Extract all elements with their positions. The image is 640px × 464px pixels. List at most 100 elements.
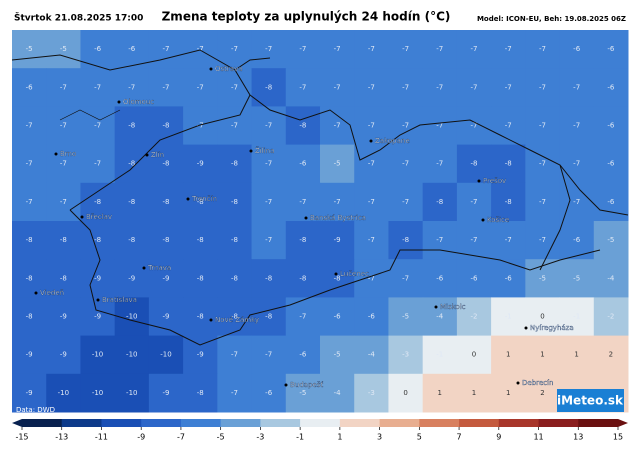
grid-cell [12, 144, 47, 184]
grid-value: -7 [334, 45, 341, 53]
grid-cell [320, 335, 355, 375]
grid-cell [456, 297, 492, 337]
city-label: Trenčín [191, 195, 217, 203]
colorbar-tick-label: -15 [15, 433, 28, 442]
grid-cell [559, 144, 595, 184]
grid-value: -8 [197, 313, 204, 321]
grid-cell [354, 68, 389, 107]
grid-cell [12, 106, 47, 146]
grid-cell [12, 297, 47, 337]
grid-cell [559, 30, 595, 69]
grid-cell [388, 144, 424, 184]
grid-value: -7 [265, 198, 272, 206]
border [539, 164, 571, 271]
grid-value: -7 [299, 45, 306, 53]
grid-value: 1 [506, 389, 510, 397]
grid-value: -8 [163, 160, 170, 168]
grid-cell [114, 106, 150, 146]
grid-value: -5 [60, 45, 67, 53]
grid-cell [388, 106, 424, 146]
grid-value: -8 [231, 198, 238, 206]
city-label: Žilina [255, 146, 274, 155]
grid-cell [320, 182, 355, 222]
grid-cell [354, 373, 389, 413]
grid-value: -9 [334, 236, 341, 244]
grid-cell [422, 297, 458, 337]
grid-value: -8 [265, 313, 272, 321]
grid-cell [46, 297, 81, 337]
grid-value: -6 [573, 45, 581, 53]
grid-cell [320, 144, 355, 184]
grid-value: -8 [26, 274, 33, 282]
grid-cell [183, 30, 218, 69]
grid-value: -7 [265, 45, 272, 53]
grid-cell [251, 259, 287, 298]
grid-value: -6 [94, 45, 102, 53]
grid-value: -9 [197, 351, 204, 359]
grid-value: -7 [265, 160, 272, 168]
grid-cell [80, 335, 116, 375]
city-dot [481, 218, 485, 222]
grid-cell [525, 335, 561, 375]
grid-cell [148, 30, 184, 69]
grid-value: 0 [403, 389, 407, 397]
grid-value: -10 [92, 351, 103, 359]
city-dot [96, 298, 100, 302]
grid-value: 2 [540, 389, 544, 397]
grid-cell [285, 68, 321, 107]
grid-cell [456, 373, 492, 413]
grid-cell [251, 221, 287, 260]
grid-value: -7 [60, 83, 67, 91]
grid-value: -6 [334, 313, 342, 321]
grid-value: -8 [231, 274, 238, 282]
grid-value: -6 [607, 198, 615, 206]
grid-value: -7 [26, 198, 33, 206]
colorbar-tick-label: -7 [177, 433, 185, 442]
grid-value: -9 [163, 313, 170, 321]
grid-value: -10 [126, 389, 137, 397]
grid-value: -7 [505, 45, 512, 53]
grid-cell [491, 221, 526, 260]
grid-value: -7 [368, 45, 375, 53]
colorbar-segment [101, 419, 142, 427]
grid-cell [320, 106, 355, 146]
cities: Ostrava Olomouc Brno Zlín Žilina Zakopane Preš… [34, 65, 574, 389]
grid-value: -8 [197, 236, 204, 244]
grid-value: -7 [471, 122, 478, 130]
grid-value: -8 [128, 122, 135, 130]
border [11, 49, 629, 216]
grid-cell [559, 68, 595, 107]
grid-value: -7 [265, 122, 272, 130]
grid-value: -7 [539, 45, 546, 53]
city-label: Brno [60, 150, 76, 158]
grid-cell [46, 68, 81, 107]
grid-value: -7 [197, 83, 204, 91]
grid-cell [114, 259, 150, 298]
grid-cell [525, 30, 561, 69]
grid-cell [217, 182, 253, 222]
grid-cell [285, 30, 321, 69]
city-dot [434, 305, 438, 309]
grid-value: -7 [334, 83, 341, 91]
grid-cell [388, 259, 424, 298]
grid-value: -7 [471, 198, 478, 206]
city-label: Lučenec [340, 270, 369, 278]
grid-cell [559, 106, 595, 146]
grid-value: 1 [438, 389, 442, 397]
grid-value: -9 [128, 274, 135, 282]
city-dot [142, 266, 146, 270]
grid-value: -8 [197, 274, 204, 282]
grid-value: -6 [607, 45, 615, 53]
grid-cell [593, 68, 629, 107]
grid-cell [422, 335, 458, 375]
grid-cell [183, 221, 218, 260]
grid-value: -7 [60, 160, 67, 168]
grid-cell [217, 144, 253, 184]
grid-cell [456, 182, 492, 222]
grid-cell [491, 259, 526, 298]
city-label: Nové Zámky [215, 316, 259, 324]
border [69, 94, 251, 211]
borders [11, 49, 629, 346]
grid-value: -4 [607, 274, 615, 282]
grid-value: -7 [539, 198, 546, 206]
